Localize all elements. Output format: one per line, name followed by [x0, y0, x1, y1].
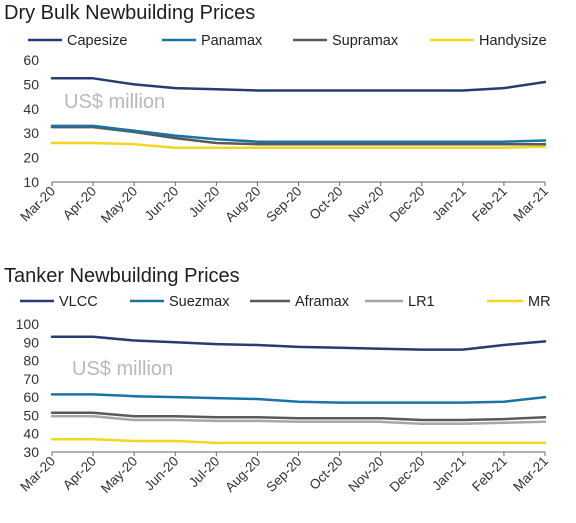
tanker-chart-panel: Tanker Newbuilding Prices VLCC Suezmax Afr… [0, 262, 576, 523]
legend-label: Supramax [332, 33, 399, 49]
x-tick-label: Feb-21 [469, 184, 510, 225]
y-tick-label: 50 [23, 76, 39, 92]
y-tick-label: 50 [23, 407, 39, 423]
series-line-panamax [50, 124, 547, 143]
legend-label: Suezmax [169, 294, 230, 310]
series-line-aframax [50, 411, 547, 422]
x-tick-label: Apr-20 [60, 454, 99, 493]
y-tick-label: 20 [23, 150, 39, 166]
x-tick-label: Jan-21 [429, 454, 469, 494]
series-line-capesize [50, 77, 547, 92]
series-line-lr1 [50, 415, 547, 425]
x-tick-label: Oct-20 [306, 184, 345, 223]
y-tick-label: 70 [23, 371, 39, 387]
series-line-suezmax [50, 393, 547, 404]
x-tick-label: Jun-20 [142, 184, 182, 224]
legend-label: Aframax [295, 294, 350, 310]
x-tick-label: Jul-20 [186, 454, 223, 491]
legend-item: Suezmax [130, 294, 230, 310]
x-tick-label: May-20 [98, 184, 140, 226]
series-line-vlcc [50, 335, 547, 351]
x-tick-label: Oct-20 [306, 454, 345, 493]
x-tick-label: Dec-20 [386, 454, 427, 495]
y-tick-label: 40 [23, 101, 39, 117]
legend-label: MR [528, 294, 551, 310]
legend-item: Panamax [162, 33, 263, 49]
x-tick-label: Sep-20 [263, 184, 304, 225]
x-tick-label: Mar-21 [510, 184, 551, 225]
y-tick-label: 30 [23, 125, 39, 141]
x-tick-label: Jun-20 [142, 454, 182, 494]
unit-annotation: US$ million [64, 91, 165, 113]
legend-item: Capesize [28, 33, 127, 49]
y-tick-label: 30 [23, 444, 39, 460]
legend-item: Handysize [430, 33, 547, 49]
legend-item: Supramax [293, 33, 399, 49]
y-tick-label: 10 [23, 174, 39, 190]
legend-item: LR1 [365, 294, 435, 310]
x-tick-label: Apr-20 [60, 184, 99, 223]
legend-item: Aframax [250, 294, 350, 310]
x-tick-label: Jul-20 [186, 184, 223, 221]
x-tick-label: Aug-20 [222, 454, 263, 495]
x-tick-label: Jan-21 [429, 184, 469, 224]
legend-item: MR [487, 294, 551, 310]
x-tick-label: May-20 [98, 454, 140, 496]
y-tick-label: 60 [23, 52, 39, 68]
series-line-handysize [50, 141, 547, 150]
x-tick-label: Mar-21 [510, 454, 551, 495]
x-tick-label: Nov-20 [345, 184, 386, 225]
y-tick-label: 40 [23, 426, 39, 442]
x-tick-label: Sep-20 [263, 454, 304, 495]
legend-label: Capesize [67, 33, 127, 49]
y-tick-label: 80 [23, 353, 39, 369]
x-tick-label: Nov-20 [345, 454, 386, 495]
x-tick-label: Aug-20 [222, 184, 263, 225]
legend-label: VLCC [59, 294, 98, 310]
series-line-mr [50, 437, 547, 445]
y-tick-label: 90 [23, 334, 39, 350]
y-tick-label: 60 [23, 389, 39, 405]
unit-annotation: US$ million [72, 358, 173, 380]
tanker-chart: VLCC Suezmax Aframax LR1 MR 30 40 50 60 70 80 90 100… [16, 294, 551, 496]
x-tick-label: Dec-20 [386, 184, 427, 225]
legend-label: Panamax [201, 33, 263, 49]
chart-title: Dry Bulk Newbuilding Prices [4, 2, 256, 24]
chart-title: Tanker Newbuilding Prices [4, 265, 240, 287]
dry-bulk-chart: Capesize Panamax Supramax Handysize 10 20 30 40… [17, 33, 551, 226]
legend-label: LR1 [408, 294, 435, 310]
legend-item: VLCC [20, 294, 98, 310]
legend-label: Handysize [479, 33, 547, 49]
y-tick-label: 100 [16, 316, 40, 332]
dry-bulk-chart-panel: Dry Bulk Newbuilding Prices Capesize Pana… [4, 2, 551, 226]
x-tick-label: Feb-21 [469, 454, 510, 495]
